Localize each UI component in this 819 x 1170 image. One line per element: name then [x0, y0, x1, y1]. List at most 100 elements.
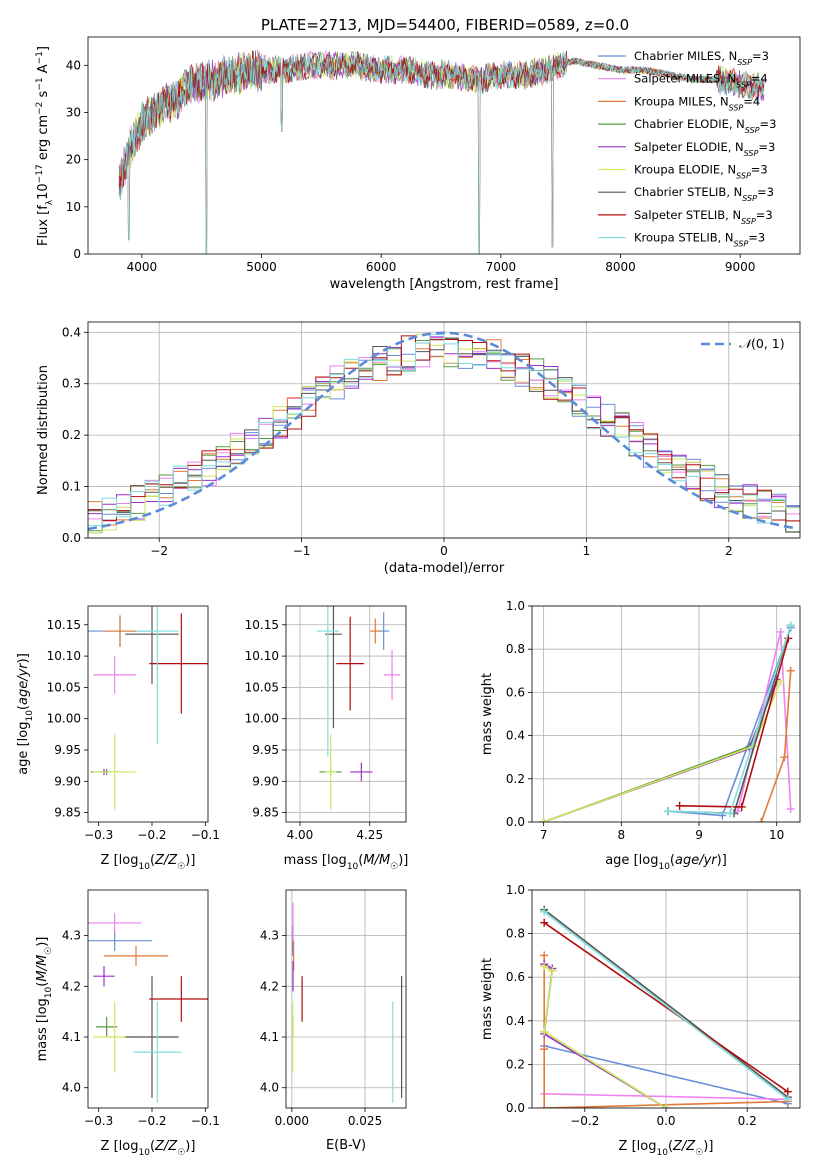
axes-frame — [285, 889, 407, 1109]
y-tick-label: 10.05 — [245, 680, 279, 694]
y-tick-label: 9.85 — [54, 806, 81, 820]
y-tick-label: 10.00 — [47, 712, 81, 726]
x-tick-label: 5000 — [246, 260, 277, 274]
x-axis-label: age [log10(age/yr)] — [605, 853, 727, 872]
y-tick-label: 0.2 — [506, 772, 525, 786]
histogram-kroupa-stelib — [88, 334, 800, 527]
weight-line-chabrier-stelib — [543, 908, 789, 1098]
x-axis-label: (data-model)/error — [384, 561, 505, 576]
x-tick-label: 9000 — [725, 260, 756, 274]
weight_vs_Z-panel: −0.2 0.0 0.2 0.0 0.2 0.4 0.6 0.8 1.0 Z [log10(Z/Z… — [480, 883, 801, 1158]
spectrum-kroupa-stelib — [118, 49, 765, 254]
axes-frame — [87, 889, 209, 1109]
y-tick-label: 0.6 — [506, 970, 525, 984]
spectrum-legend: Chabrier MILES, NSSP=3 Salpeter MILES, NS… — [598, 49, 776, 248]
x-tick-label: 1 — [583, 544, 591, 558]
mass_vs_ebv-plot-area — [291, 902, 403, 1103]
x-tick-label: 7 — [540, 828, 548, 842]
y-tick-label: 4.0 — [62, 1081, 81, 1095]
weight-line-salpeter-miles — [544, 1093, 788, 1101]
figure-title: PLATE=2713, MJD=54400, FIBERID=0589, z=0… — [261, 16, 629, 34]
y-tick-label: 10.15 — [47, 618, 81, 632]
y-tick-label: 0.6 — [506, 685, 525, 699]
y-tick-label: 0.0 — [506, 1101, 525, 1115]
y-tick-label: 0.2 — [506, 1057, 525, 1071]
y-tick-label: 40 — [66, 58, 81, 72]
spectrum-salpeter-stelib — [118, 50, 765, 254]
x-tick-label: −0.3 — [84, 828, 113, 842]
x-tick-label: 4.00 — [287, 828, 314, 842]
y-tick-label: 0.0 — [62, 531, 81, 545]
y-tick-label: 4.3 — [62, 929, 81, 943]
y-axis-label: mass weight — [480, 673, 495, 755]
axes-frame — [285, 605, 407, 823]
weight-line-kroupa-elodie — [543, 965, 667, 1108]
legend-label-chabrier-stelib: Chabrier STELIB, NSSP=3 — [634, 185, 774, 203]
x-tick-label: 8 — [618, 828, 626, 842]
y-tick-label: 0.4 — [506, 729, 525, 743]
y-tick-label: 0.4 — [62, 325, 81, 339]
x-tick-label: −2 — [150, 544, 168, 558]
x-tick-label: −1 — [293, 544, 311, 558]
x-tick-label: 7000 — [486, 260, 517, 274]
mass_vs_Z-panel: −0.3 −0.2 −0.1 4.0 4.1 4.2 4.3 Z [log10(Z/Z☉)] m… — [35, 889, 220, 1158]
x-tick-label: −0.1 — [191, 1114, 220, 1128]
x-axis-label: wavelength [Angstrom, rest frame] — [330, 277, 559, 292]
y-tick-label: 9.90 — [54, 774, 81, 788]
axes-frame — [87, 36, 801, 255]
y-tick-label: 20 — [66, 153, 81, 167]
y-tick-label: 0.1 — [62, 480, 81, 494]
x-tick-label: 10 — [769, 828, 784, 842]
y-tick-label: 10.00 — [245, 712, 279, 726]
weight_vs_Z-plot-area — [540, 905, 792, 1108]
weight-line-chabrier-elodie — [543, 965, 667, 1108]
x-axis-label: E(B-V) — [326, 1138, 366, 1153]
y-tick-label: 9.90 — [252, 774, 279, 788]
y-axis-label: age [log10(age/yr)] — [16, 653, 35, 775]
normal-pdf-curve — [88, 331, 798, 531]
y-tick-label: 4.3 — [260, 929, 279, 943]
spectrum-panel: 4000 5000 6000 7000 8000 9000 0 10 20 30 40 wavelen… — [35, 36, 801, 292]
weight-line-kroupa-stelib — [543, 911, 789, 1100]
legend-label-chabrier-elodie: Chabrier ELODIE, NSSP=3 — [634, 117, 776, 135]
y-tick-label: 9.85 — [252, 806, 279, 820]
y-axis-label: mass weight — [480, 958, 495, 1040]
y-axis-label: mass [log10(M/M☉)] — [35, 937, 54, 1062]
x-tick-label: 8000 — [605, 260, 636, 274]
weight-line-chabrier-stelib — [667, 625, 792, 815]
y-tick-label: 0.8 — [506, 642, 525, 656]
legend-label-salpeter-stelib: Salpeter STELIB, NSSP=3 — [634, 208, 773, 226]
histogram-kroupa-elodie — [88, 333, 800, 534]
y-tick-label: 4.0 — [260, 1081, 279, 1095]
y-axis-label: Normed distribution — [36, 365, 51, 495]
axes-frame — [87, 605, 209, 823]
y-tick-label: 10 — [66, 200, 81, 214]
residuals-plot-area — [88, 331, 800, 534]
x-tick-label: 2 — [725, 544, 733, 558]
x-axis-label: Z [log10(Z/Z☉)] — [101, 1139, 196, 1158]
axes-frame — [531, 605, 801, 823]
y-tick-label: 10.15 — [245, 618, 279, 632]
x-tick-label: −0.2 — [137, 1114, 166, 1128]
x-tick-label: 0.2 — [738, 1114, 757, 1128]
y-tick-label: 9.95 — [54, 743, 81, 757]
y-tick-label: 1.0 — [506, 883, 525, 897]
y-tick-label: 9.95 — [252, 743, 279, 757]
x-tick-label: 0.025 — [348, 1114, 382, 1128]
x-axis-label: Z [log10(Z/Z☉)] — [101, 853, 196, 872]
y-tick-label: 4.1 — [62, 1030, 81, 1044]
weight-line-salpeter-stelib — [543, 922, 789, 1093]
x-axis-label: mass [log10(M/M☉)] — [284, 853, 409, 872]
y-tick-label: 0.4 — [506, 1014, 525, 1028]
x-tick-label: 4000 — [127, 260, 158, 274]
legend-label-salpeter-miles: Salpeter MILES, NSSP=4 — [634, 72, 768, 90]
legend-label-kroupa-stelib: Kroupa STELIB, NSSP=3 — [634, 231, 765, 249]
legend-label-normal: 𝒩(0, 1) — [739, 336, 785, 351]
x-tick-label: 6000 — [366, 260, 397, 274]
weight_vs_age-plot-area — [539, 621, 795, 822]
y-tick-label: 1.0 — [506, 599, 525, 613]
y-tick-label: 4.2 — [260, 979, 279, 993]
legend-label-kroupa-elodie: Kroupa ELODIE, NSSP=3 — [634, 163, 768, 181]
age_vs_mass-panel: 4.00 4.25 9.85 9.90 9.95 10.00 10.05 10.10 10.15… — [245, 605, 409, 872]
